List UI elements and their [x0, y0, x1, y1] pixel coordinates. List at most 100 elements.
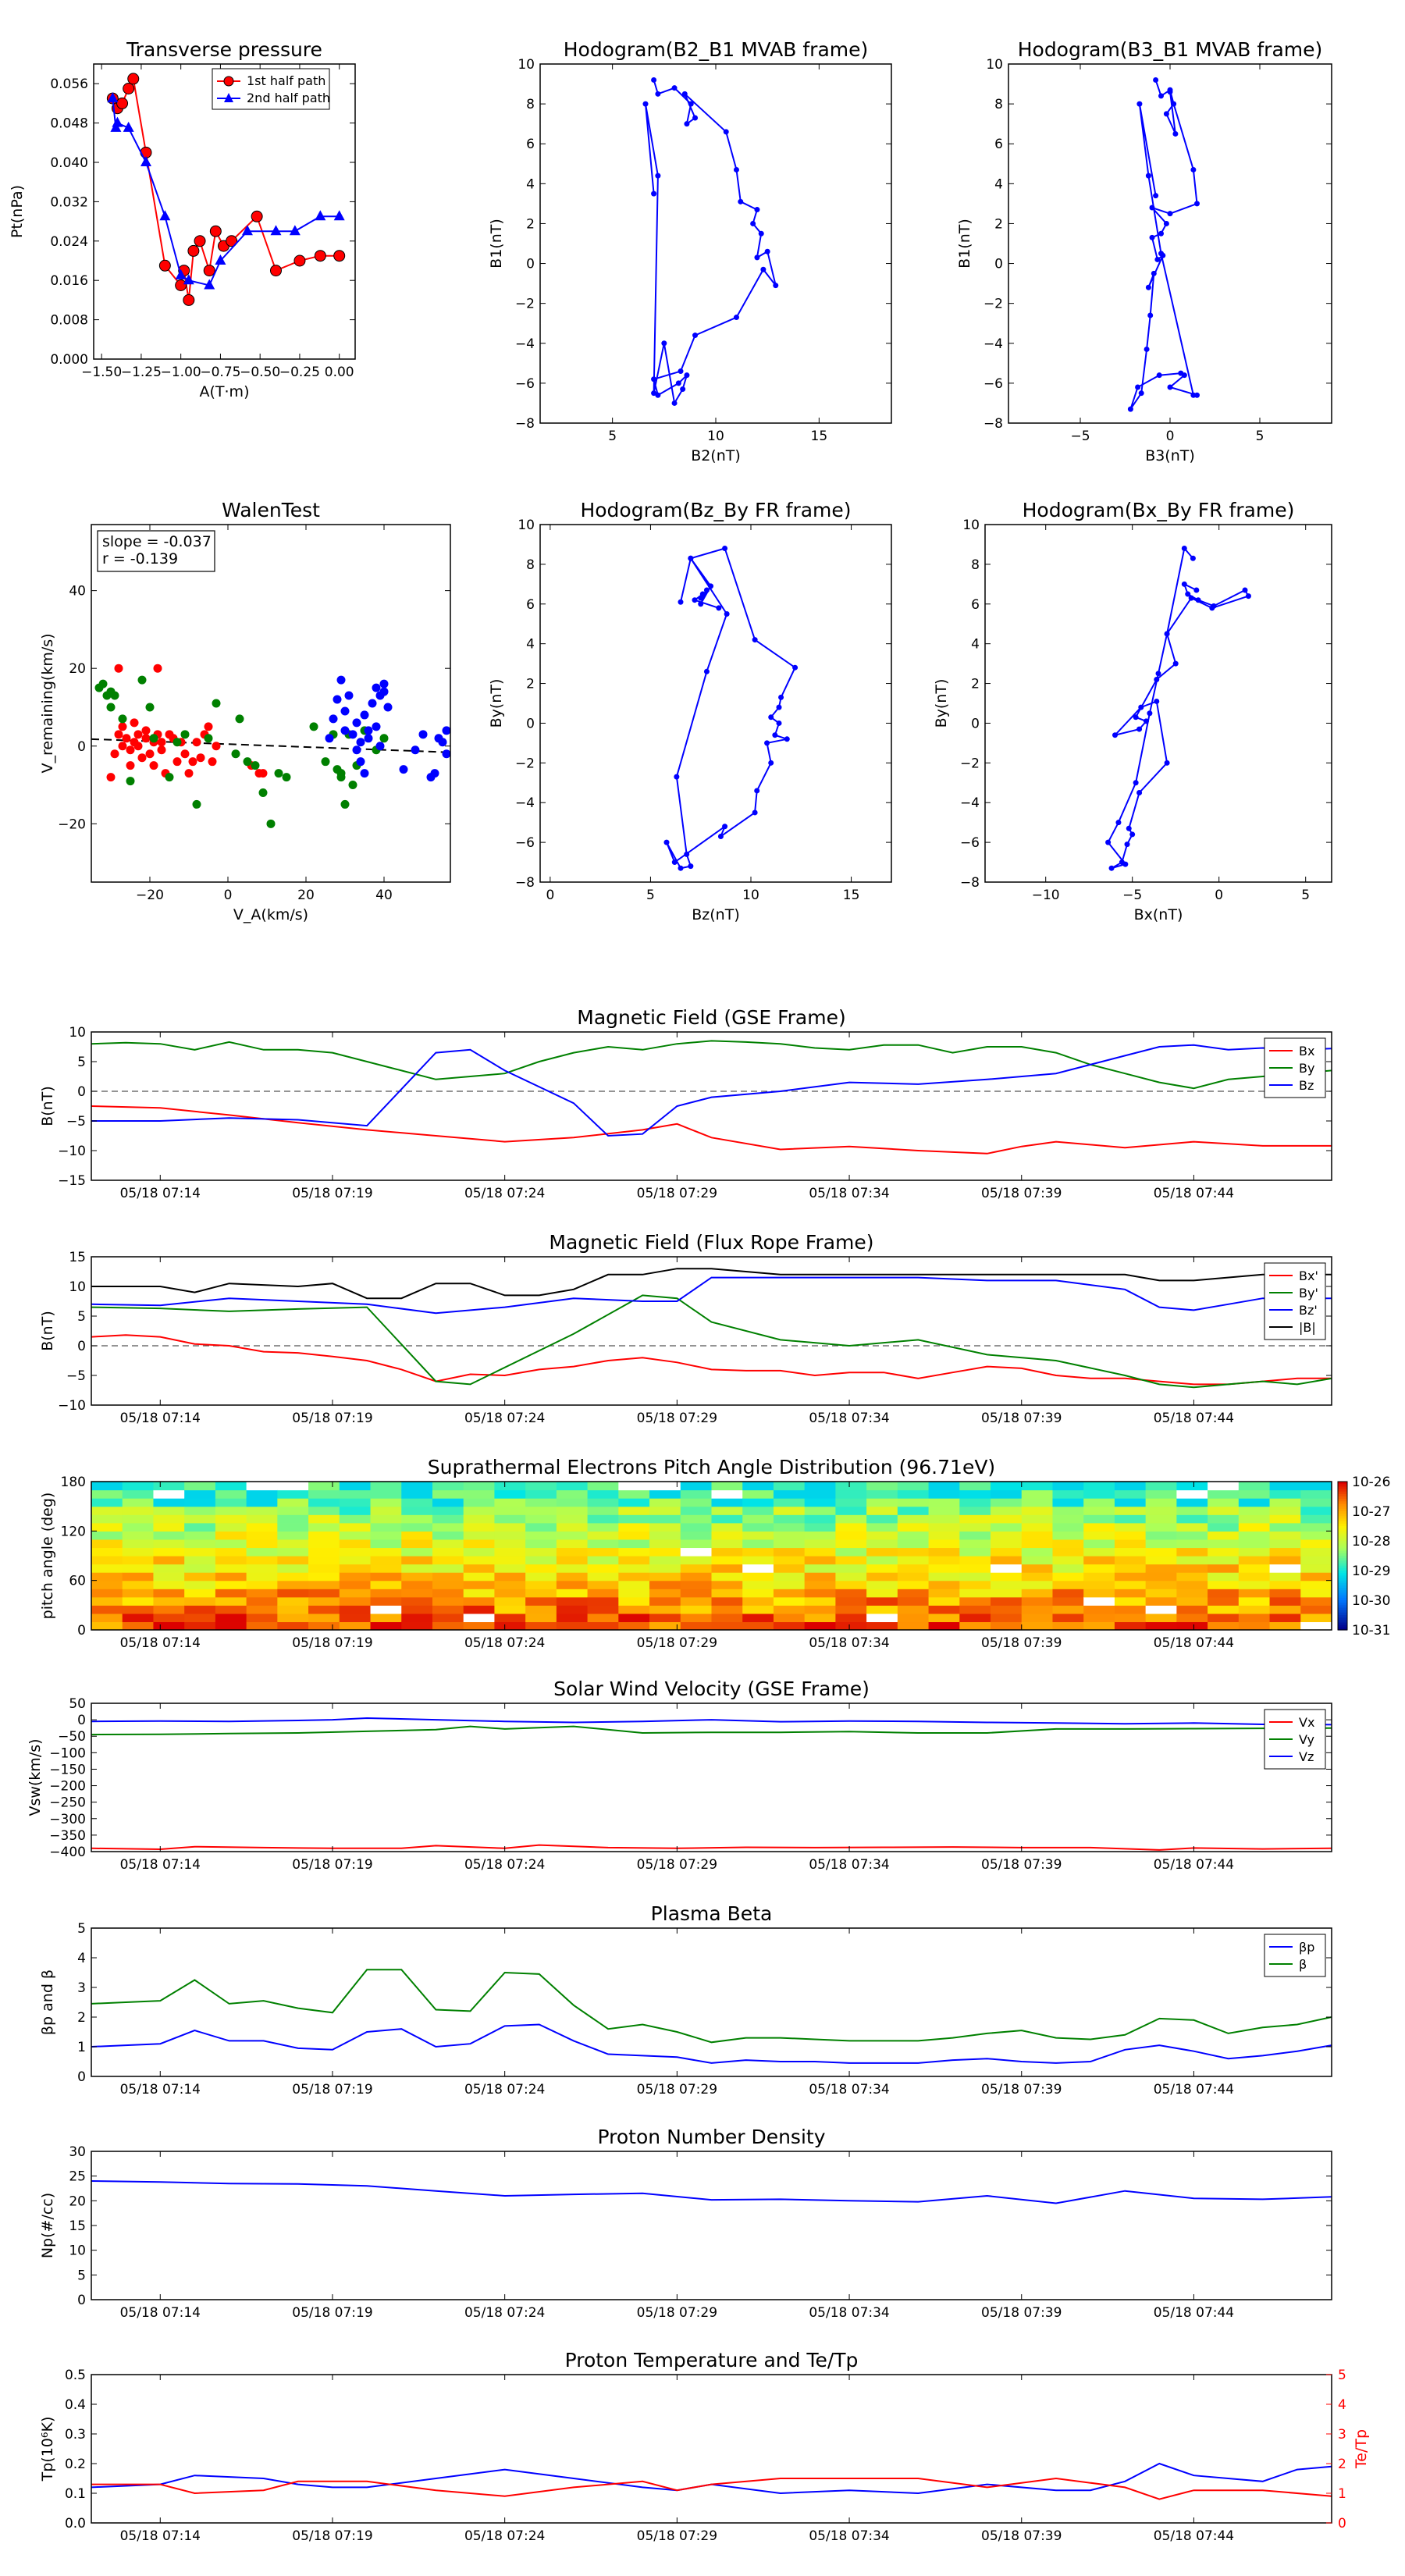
- scatter-point: [340, 706, 350, 716]
- heatmap-cell: [122, 1498, 155, 1507]
- data-point: [1156, 372, 1162, 379]
- chart-pad: 10-26 10-27 10-28 10-29 10-30 10-31 05/18 07:1…: [39, 1456, 1390, 1651]
- y-tick-label-right: 4: [1338, 2397, 1346, 2413]
- heatmap-cell: [184, 1605, 216, 1614]
- heatmap-cell: [91, 1531, 123, 1540]
- scatter-point: [137, 675, 147, 685]
- heatmap-cell: [959, 1621, 991, 1630]
- heatmap-cell: [835, 1531, 867, 1540]
- heatmap-cell: [463, 1531, 496, 1540]
- x-tick-label: −1.00: [161, 365, 201, 380]
- heatmap-cell: [1145, 1621, 1177, 1630]
- data-point: [1158, 230, 1164, 237]
- heatmap-cell: [928, 1589, 960, 1598]
- data-point: [1147, 312, 1154, 318]
- y-tick-label-right: 5: [1338, 2368, 1346, 2383]
- heatmap-cell: [866, 1531, 898, 1540]
- heatmap-cell: [1083, 1547, 1115, 1557]
- legend-label: By': [1299, 1286, 1318, 1300]
- heatmap-cell: [1300, 1531, 1332, 1540]
- heatmap-cell: [618, 1589, 650, 1598]
- heatmap-cell: [277, 1514, 309, 1524]
- heatmap-cell: [215, 1489, 247, 1499]
- heatmap-cell: [649, 1547, 681, 1557]
- heatmap-cell: [711, 1589, 743, 1598]
- scatter-point: [192, 799, 201, 809]
- heatmap-cell: [742, 1621, 774, 1630]
- heatmap-cell: [370, 1514, 402, 1524]
- chart-title: Solar Wind Velocity (GSE Frame): [553, 1678, 870, 1700]
- data-point: [752, 809, 758, 816]
- heatmap-cell: [122, 1605, 155, 1614]
- heatmap-cell: [122, 1514, 155, 1524]
- plot-area: [1127, 76, 1200, 412]
- heatmap-cell: [339, 1596, 372, 1606]
- scatter-point: [126, 761, 135, 770]
- heatmap-cell: [1238, 1564, 1271, 1573]
- heatmap-cell: [525, 1531, 557, 1540]
- data-point: [758, 230, 764, 237]
- data-point: [1151, 270, 1157, 276]
- heatmap-cell: [1208, 1522, 1240, 1532]
- heatmap-cell: [1238, 1613, 1271, 1623]
- heatmap-cell: [866, 1589, 898, 1598]
- scatter-point: [309, 722, 318, 731]
- heatmap-cell: [215, 1498, 247, 1507]
- axes-frame: [93, 63, 356, 360]
- heatmap-cell: [991, 1531, 1023, 1540]
- heatmap-cell: [1208, 1506, 1240, 1515]
- colorbar-segment: [1338, 1533, 1347, 1537]
- colorbar-segment: [1338, 1575, 1347, 1579]
- x-tick-label: 0: [224, 888, 233, 903]
- heatmap-cell: [1114, 1621, 1147, 1630]
- heatmap-cell: [1052, 1498, 1084, 1507]
- x-tick-label: −1.50: [81, 365, 122, 380]
- heatmap-cell: [649, 1498, 681, 1507]
- y-tick-label: −2: [515, 297, 535, 312]
- y-tick-label: 0.048: [50, 116, 88, 132]
- y-tick-label: 60: [69, 1574, 86, 1589]
- heatmap-cell: [1208, 1531, 1240, 1540]
- plot-area: [91, 1040, 1332, 1155]
- data-point: [1195, 597, 1201, 603]
- x-axis-label: Bz(nT): [692, 906, 739, 923]
- heatmap-cell: [339, 1547, 372, 1557]
- heatmap-cell: [184, 1539, 216, 1549]
- heatmap-cell: [246, 1605, 278, 1614]
- heatmap-cell: [1238, 1498, 1271, 1507]
- y-axis-label: pitch angle (deg): [39, 1493, 56, 1620]
- data-point: [1153, 193, 1159, 199]
- data-point: [1181, 372, 1187, 379]
- axes-frame: [984, 524, 1332, 883]
- scatter-point: [360, 710, 369, 720]
- heatmap-cell: [339, 1556, 372, 1565]
- data-point: [1136, 790, 1143, 795]
- heatmap-cell: [773, 1498, 806, 1507]
- scatter-point: [258, 788, 268, 797]
- y-tick-label: 0.008: [50, 313, 88, 329]
- data-point: [1163, 111, 1169, 117]
- heatmap-cell: [91, 1482, 123, 1491]
- heatmap-cell: [246, 1596, 278, 1606]
- x-tick-label: 05/18 07:19: [292, 2305, 372, 2321]
- heatmap-cell: [866, 1506, 898, 1515]
- legend-marker: [224, 93, 233, 102]
- heatmap-cell: [587, 1522, 619, 1532]
- colorbar-segment: [1338, 1489, 1347, 1493]
- heatmap-cell: [1145, 1531, 1177, 1540]
- y-tick-label: 0: [526, 716, 535, 731]
- data-point: [1145, 284, 1151, 290]
- data-point: [315, 210, 326, 221]
- heatmap-cell: [91, 1596, 123, 1606]
- x-tick-label: 05/18 07:24: [464, 2528, 545, 2544]
- y-tick-label: −50: [58, 1729, 86, 1745]
- heatmap-cell: [680, 1564, 713, 1573]
- y-tick-label: 5: [77, 1309, 86, 1325]
- y-tick-label: 2: [77, 2010, 86, 2026]
- heatmap-cell: [277, 1556, 309, 1565]
- annotation-text: r = -0.139: [102, 550, 178, 568]
- series-line-2: [91, 1044, 1332, 1137]
- scatter-point: [258, 769, 268, 778]
- data-point: [1164, 760, 1170, 766]
- heatmap-cell: [1114, 1531, 1147, 1540]
